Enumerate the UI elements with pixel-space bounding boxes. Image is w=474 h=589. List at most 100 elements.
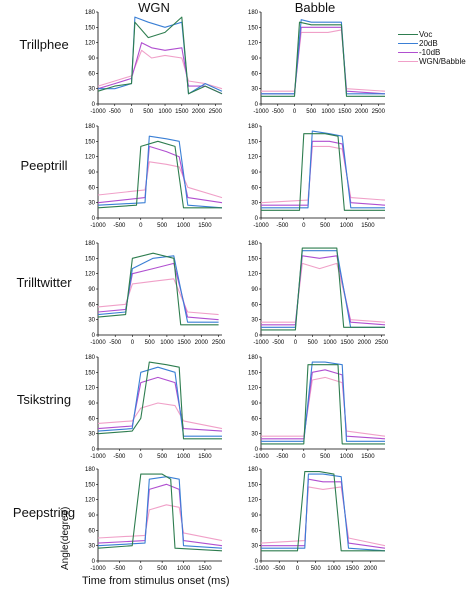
x-tick-label: 500 (306, 109, 317, 115)
series-line--10db (97, 42, 223, 95)
series-line-voc (97, 473, 223, 552)
series-line--10db (261, 140, 386, 206)
x-tick-label: -500 (276, 454, 289, 460)
y-tick-label: 60 (88, 185, 95, 191)
x-tick-label: 1500 (338, 109, 352, 115)
series-line--10db (97, 376, 223, 432)
y-tick-label: 180 (85, 124, 96, 130)
x-tick-label: 1000 (321, 109, 335, 115)
x-tick-label: -500 (113, 454, 126, 460)
y-tick-label: 0 (255, 559, 259, 565)
y-tick-label: 120 (248, 272, 259, 278)
series-line-20db (261, 19, 385, 95)
series-line-voc (97, 16, 223, 95)
y-tick-label: 60 (88, 416, 95, 422)
panel-peeptrill-babble: 0 30 60 90 120 150 180 -1000 -500 0 500 1000 1500 (248, 124, 386, 229)
row-label-peepstring: Peepstring (12, 505, 76, 520)
y-tick-label: 90 (251, 513, 258, 519)
x-tick-label: -1000 (90, 223, 106, 229)
legend-item-20db: 20dB (398, 39, 466, 48)
x-tick-label: -500 (276, 223, 289, 229)
y-tick-label: 30 (88, 432, 95, 438)
series-line-voc (261, 364, 385, 445)
y-tick-label: 180 (248, 355, 259, 361)
y-tick-label: 0 (92, 333, 96, 339)
x-tick-label: 500 (157, 566, 168, 572)
y-tick-label: 180 (85, 241, 96, 247)
row-label-trillphee: Trillphee (19, 37, 69, 52)
x-tick-label: 1500 (345, 566, 359, 572)
legend-item-voc: Voc (398, 30, 466, 39)
y-tick-label: 60 (251, 528, 258, 534)
legend-swatch (398, 43, 418, 45)
y-tick-label: 150 (85, 25, 96, 31)
series-line-wgn-babble (97, 161, 223, 199)
x-tick-label: -1000 (90, 566, 106, 572)
x-tick-label: 500 (157, 223, 168, 229)
x-tick-label: 1500 (175, 109, 189, 115)
y-tick-label: 30 (88, 87, 95, 93)
y-tick-label: 0 (92, 447, 96, 453)
y-tick-label: 90 (88, 170, 95, 176)
x-tick-label: 2000 (355, 109, 369, 115)
series-line-voc (261, 247, 385, 331)
series-line-20db (261, 361, 385, 442)
x-tick-label: 1500 (361, 223, 375, 229)
y-tick-label: 180 (85, 10, 96, 16)
x-tick-label: 2500 (212, 340, 226, 346)
series-line-20db (261, 250, 385, 328)
row-label-trilltwitter: Trilltwitter (16, 275, 72, 290)
y-tick-label: 30 (88, 544, 95, 550)
y-tick-label: 120 (85, 386, 96, 392)
y-tick-label: 60 (88, 302, 95, 308)
panel-trilltwitter-babble: 0 30 60 90 120 150 180 -1000 -500 0 500 1000 1500 200… (248, 241, 389, 346)
y-tick-label: 0 (255, 447, 259, 453)
x-tick-label: 0 (294, 340, 298, 346)
x-tick-label: 500 (157, 454, 168, 460)
x-tick-label: 0 (302, 223, 306, 229)
legend-item-minus10db: -10dB (398, 48, 466, 57)
x-tick-label: 1500 (340, 340, 354, 346)
series-line-wgn-babble (261, 29, 386, 92)
series-line-20db (261, 130, 385, 209)
y-tick-label: 180 (248, 124, 259, 130)
y-tick-label: 120 (85, 155, 96, 161)
series-line-voc (97, 361, 222, 440)
y-tick-label: 0 (255, 102, 259, 108)
legend-item-wgn-babble: WGN/Babble (398, 57, 466, 66)
x-tick-label: 500 (320, 454, 331, 460)
legend-swatch (398, 52, 418, 54)
x-tick-label: 1500 (198, 454, 212, 460)
y-tick-label: 30 (251, 318, 258, 324)
y-tick-label: 180 (85, 467, 96, 473)
row-label-tsikstring: Tsikstring (16, 392, 72, 407)
y-tick-label: 180 (248, 467, 259, 473)
x-tick-label: -1000 (253, 566, 269, 572)
y-tick-label: 90 (251, 401, 258, 407)
y-tick-label: 120 (248, 498, 259, 504)
x-tick-label: 1000 (177, 454, 191, 460)
y-tick-label: 150 (248, 25, 259, 31)
series-line-wgn-babble (261, 376, 386, 437)
x-tick-label: -500 (273, 566, 286, 572)
y-tick-label: 60 (251, 185, 258, 191)
y-axis-label: Angle(degree) (60, 506, 71, 570)
panel-peepstring-babble: 0 30 60 90 120 150 180 -1000 -500 0 500 1000 1500 200… (248, 467, 386, 572)
x-tick-label: -500 (109, 340, 122, 346)
legend: Voc 20dB -10dB WGN/Babble (398, 30, 466, 66)
series-line-20db (261, 473, 386, 552)
x-tick-label: -500 (113, 566, 126, 572)
y-tick-label: 0 (255, 216, 259, 222)
x-tick-label: 1500 (177, 340, 191, 346)
y-tick-label: 90 (88, 401, 95, 407)
y-tick-label: 90 (251, 56, 258, 62)
y-tick-label: 180 (248, 241, 259, 247)
x-tick-label: -500 (113, 223, 126, 229)
x-tick-label: 1000 (327, 566, 341, 572)
series-line--10db (97, 262, 219, 321)
x-tick-label: 2000 (192, 109, 206, 115)
y-tick-label: 180 (248, 10, 259, 16)
x-tick-label: 2000 (358, 340, 372, 346)
y-tick-label: 150 (85, 256, 96, 262)
